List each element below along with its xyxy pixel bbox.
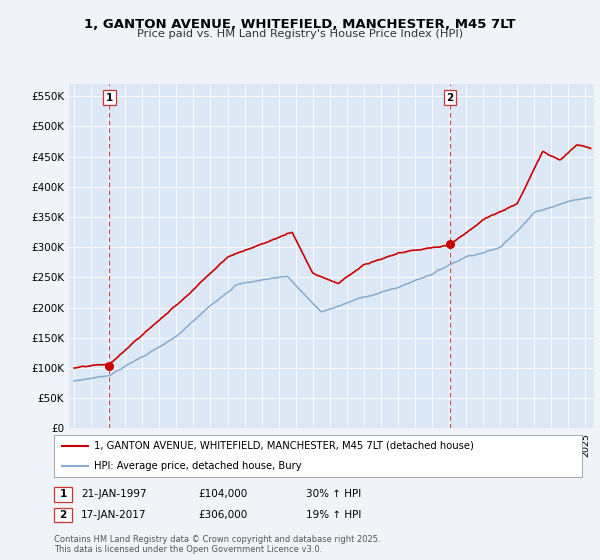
- Text: £104,000: £104,000: [198, 489, 247, 500]
- Text: 1: 1: [106, 92, 113, 102]
- Text: 2: 2: [59, 510, 67, 520]
- Text: 17-JAN-2017: 17-JAN-2017: [81, 510, 146, 520]
- Text: 1, GANTON AVENUE, WHITEFIELD, MANCHESTER, M45 7LT (detached house): 1, GANTON AVENUE, WHITEFIELD, MANCHESTER…: [94, 441, 473, 451]
- Text: 30% ↑ HPI: 30% ↑ HPI: [306, 489, 361, 500]
- Text: £306,000: £306,000: [198, 510, 247, 520]
- Text: Contains HM Land Registry data © Crown copyright and database right 2025.
This d: Contains HM Land Registry data © Crown c…: [54, 535, 380, 554]
- Text: 1, GANTON AVENUE, WHITEFIELD, MANCHESTER, M45 7LT: 1, GANTON AVENUE, WHITEFIELD, MANCHESTER…: [84, 18, 516, 31]
- Text: 1: 1: [59, 489, 67, 500]
- Text: Price paid vs. HM Land Registry's House Price Index (HPI): Price paid vs. HM Land Registry's House …: [137, 29, 463, 39]
- Text: 2: 2: [446, 92, 454, 102]
- Text: 19% ↑ HPI: 19% ↑ HPI: [306, 510, 361, 520]
- Text: 21-JAN-1997: 21-JAN-1997: [81, 489, 146, 500]
- Text: HPI: Average price, detached house, Bury: HPI: Average price, detached house, Bury: [94, 461, 301, 471]
